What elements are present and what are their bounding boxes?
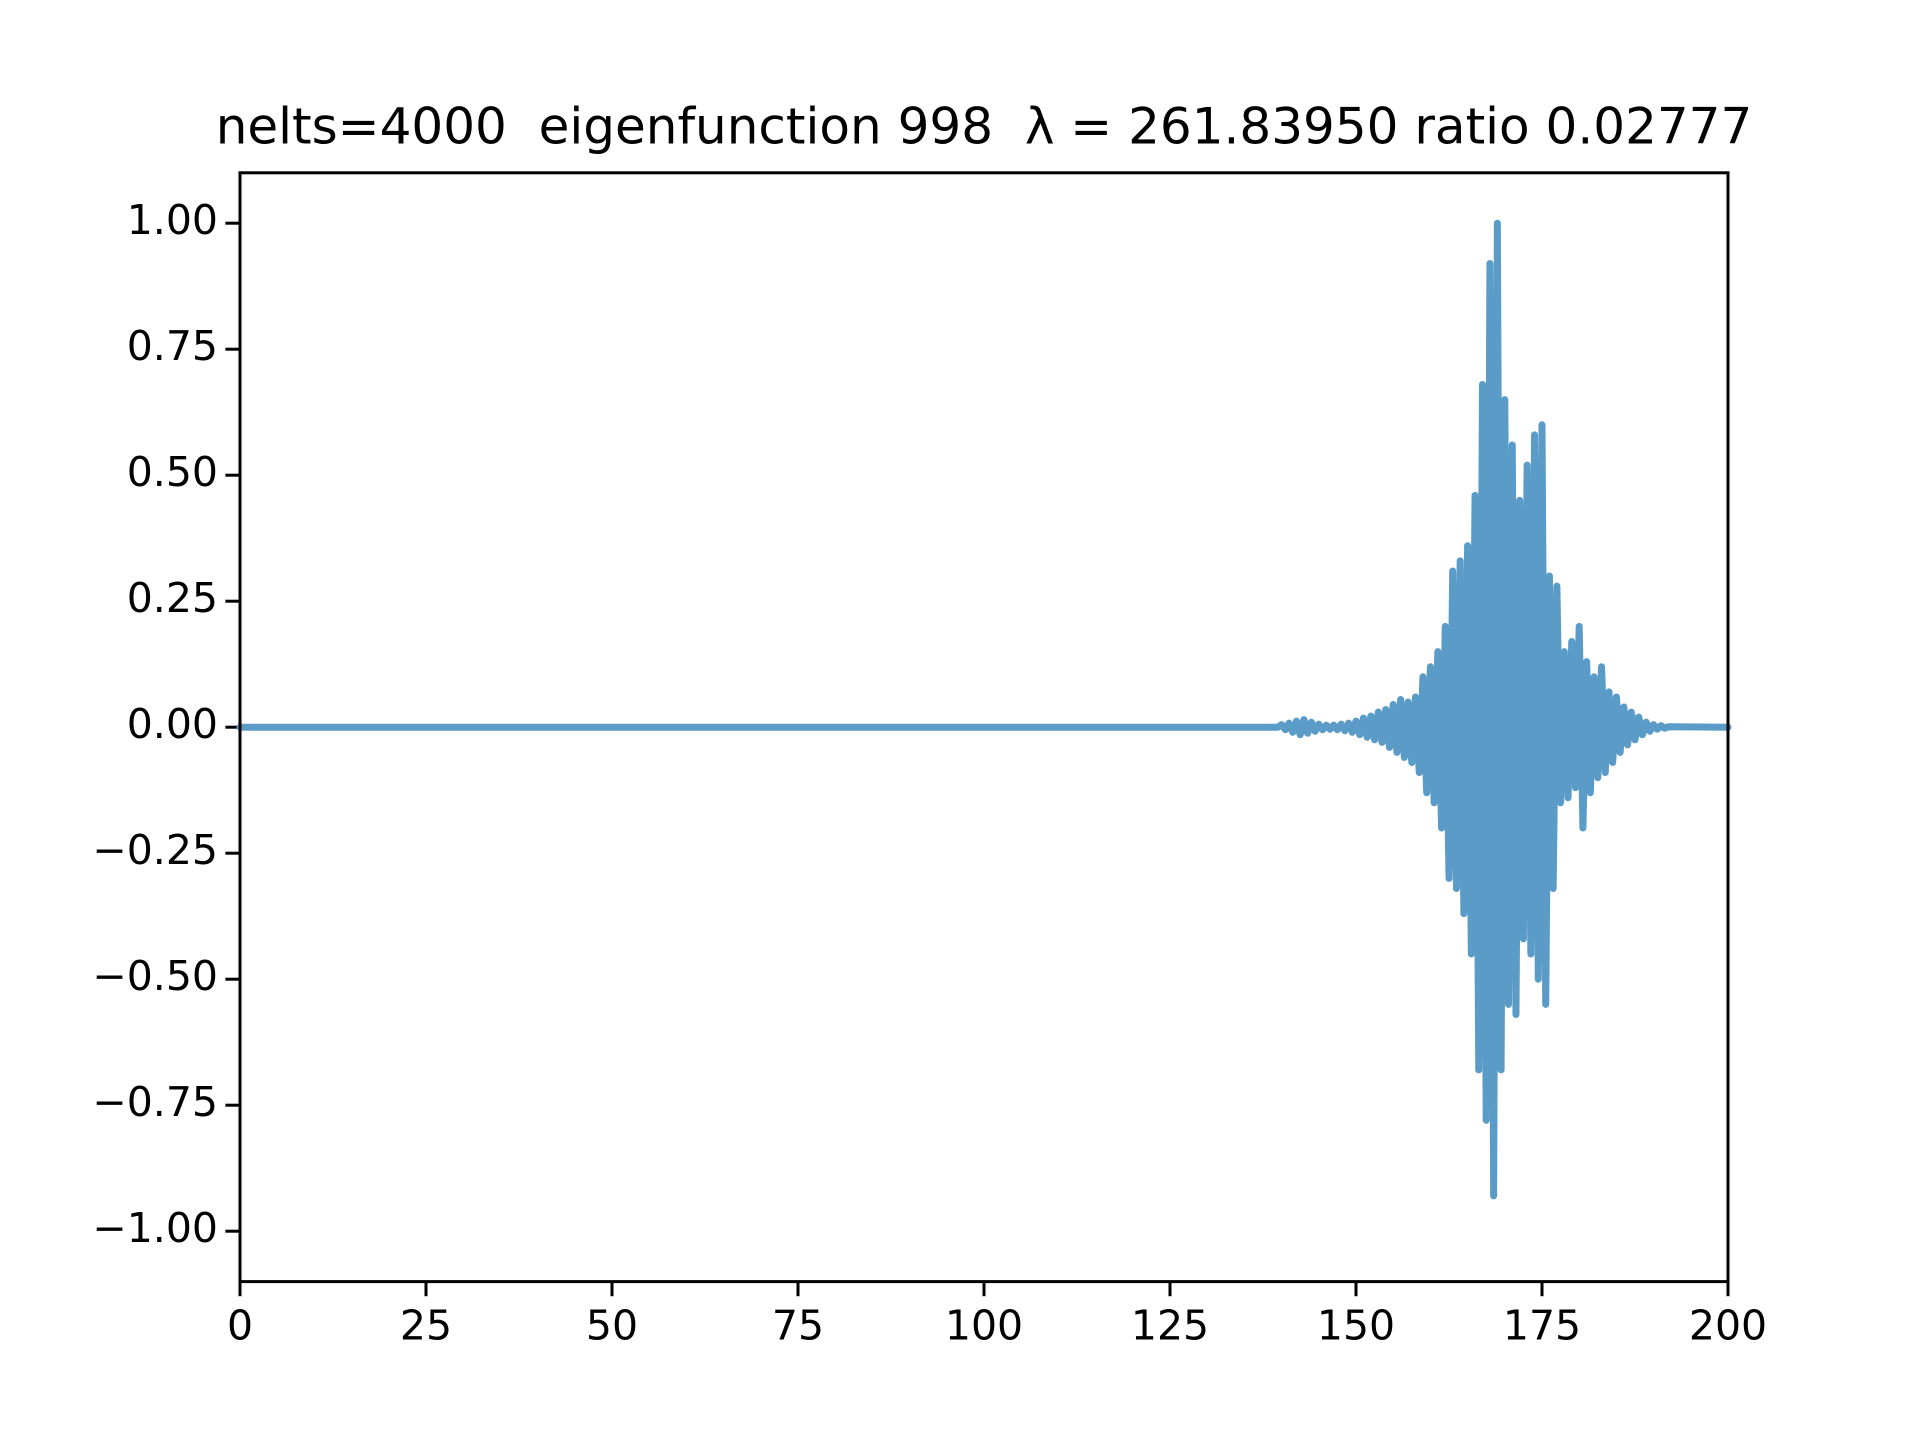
x-tick-label: 150 bbox=[1317, 1302, 1395, 1350]
x-tick-label: 100 bbox=[945, 1302, 1023, 1350]
y-tick-label: 1.00 bbox=[127, 196, 218, 244]
y-tick-label: 0.00 bbox=[127, 700, 218, 748]
data-line bbox=[236, 219, 1732, 1200]
y-tick-label: −0.50 bbox=[92, 952, 218, 1000]
x-tick-label: 25 bbox=[400, 1302, 452, 1350]
y-tick-label: 0.75 bbox=[127, 322, 218, 370]
plot-frame bbox=[238, 171, 1730, 1284]
y-tick-label: −0.25 bbox=[92, 826, 218, 874]
chart-title: nelts=4000 eigenfunction 998 λ = 261.839… bbox=[216, 98, 1753, 156]
x-tick-label: 50 bbox=[586, 1302, 638, 1350]
y-tick-label: 0.50 bbox=[127, 448, 218, 496]
x-tick-label: 175 bbox=[1503, 1302, 1581, 1350]
x-tick-label: 75 bbox=[772, 1302, 824, 1350]
x-tick-label: 0 bbox=[227, 1302, 253, 1350]
y-tick-label: 0.25 bbox=[127, 574, 218, 622]
y-tick-label: −0.75 bbox=[92, 1078, 218, 1126]
x-tick-label: 200 bbox=[1689, 1302, 1767, 1350]
y-tick-label: −1.00 bbox=[92, 1204, 218, 1252]
x-tick-label: 125 bbox=[1131, 1302, 1209, 1350]
